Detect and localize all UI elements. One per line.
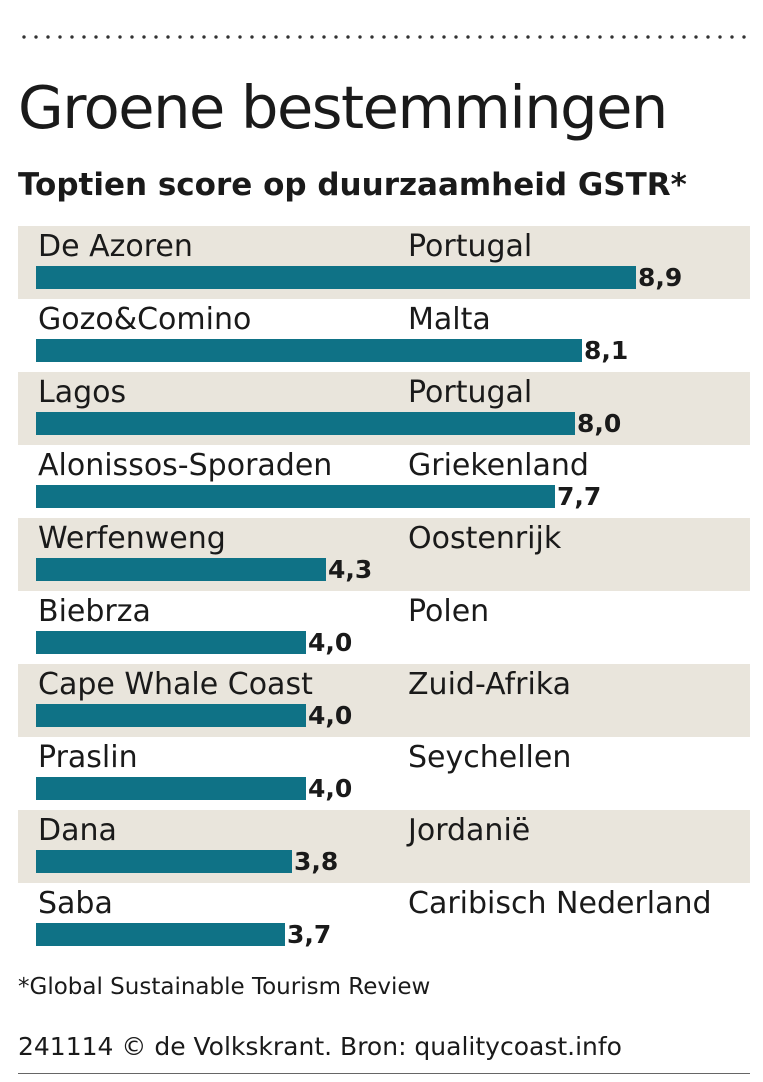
destination-label: Gozo&Comino <box>38 302 252 337</box>
bar-value-label: 8,1 <box>584 336 629 365</box>
bar-value-label: 4,3 <box>328 555 373 584</box>
destination-label: Cape Whale Coast <box>38 667 313 702</box>
chart-bar <box>36 266 636 289</box>
chart-row: Praslin Seychellen 4,0 <box>18 737 750 810</box>
country-label: Oostenrijk <box>408 521 562 556</box>
chart-bar <box>36 412 575 435</box>
bar-value-label: 4,0 <box>308 774 353 803</box>
bottom-rule <box>18 1073 750 1074</box>
destination-label: De Azoren <box>38 229 193 264</box>
chart-row: Alonissos-Sporaden Griekenland 7,7 <box>18 445 750 518</box>
footnote: *Global Sustainable Tourism Review <box>18 974 431 1000</box>
chart-bar <box>36 631 306 654</box>
bar-value-label: 4,0 <box>308 701 353 730</box>
chart-row: De Azoren Portugal 8,9 <box>18 226 750 299</box>
chart-row: Werfenweng Oostenrijk 4,3 <box>18 518 750 591</box>
country-label: Griekenland <box>408 448 589 483</box>
destination-label: Biebrza <box>38 594 151 629</box>
dotted-divider <box>18 34 750 40</box>
country-label: Seychellen <box>408 740 572 775</box>
bar-value-label: 8,0 <box>577 409 622 438</box>
country-label: Portugal <box>408 229 533 264</box>
country-label: Jordanië <box>408 813 531 848</box>
chart-bar <box>36 339 582 362</box>
chart-bar <box>36 558 326 581</box>
chart-row: Biebrza Polen 4,0 <box>18 591 750 664</box>
source-credit: 241114 © de Volkskrant. Bron: qualitycoa… <box>18 1032 622 1061</box>
destination-label: Saba <box>38 886 113 921</box>
country-label: Malta <box>408 302 491 337</box>
chart-bar <box>36 850 292 873</box>
chart-row: Dana Jordanië 3,8 <box>18 810 750 883</box>
bar-chart: De Azoren Portugal 8,9 Gozo&Comino Malta 8,1 L… <box>18 226 750 956</box>
country-label: Portugal <box>408 375 533 410</box>
chart-subtitle: Toptien score op duurzaamheid GSTR* <box>18 167 687 203</box>
destination-label: Alonissos-Sporaden <box>38 448 333 483</box>
chart-row: Cape Whale Coast Zuid-Afrika 4,0 <box>18 664 750 737</box>
chart-title: Groene bestemmingen <box>18 73 668 142</box>
country-label: Polen <box>408 594 490 629</box>
destination-label: Dana <box>38 813 117 848</box>
destination-label: Lagos <box>38 375 127 410</box>
destination-label: Werfenweng <box>38 521 226 556</box>
chart-bar <box>36 923 285 946</box>
bar-value-label: 4,0 <box>308 628 353 657</box>
chart-row: Gozo&Comino Malta 8,1 <box>18 299 750 372</box>
country-label: Caribisch Nederland <box>408 886 712 921</box>
chart-row: Lagos Portugal 8,0 <box>18 372 750 445</box>
country-label: Zuid-Afrika <box>408 667 572 702</box>
destination-label: Praslin <box>38 740 138 775</box>
bar-value-label: 7,7 <box>557 482 602 511</box>
chart-bar <box>36 704 306 727</box>
chart-bar <box>36 485 555 508</box>
chart-row: Saba Caribisch Nederland 3,7 <box>18 883 750 956</box>
bar-value-label: 3,7 <box>287 920 332 949</box>
chart-bar <box>36 777 306 800</box>
bar-value-label: 8,9 <box>638 263 683 292</box>
bar-value-label: 3,8 <box>294 847 339 876</box>
